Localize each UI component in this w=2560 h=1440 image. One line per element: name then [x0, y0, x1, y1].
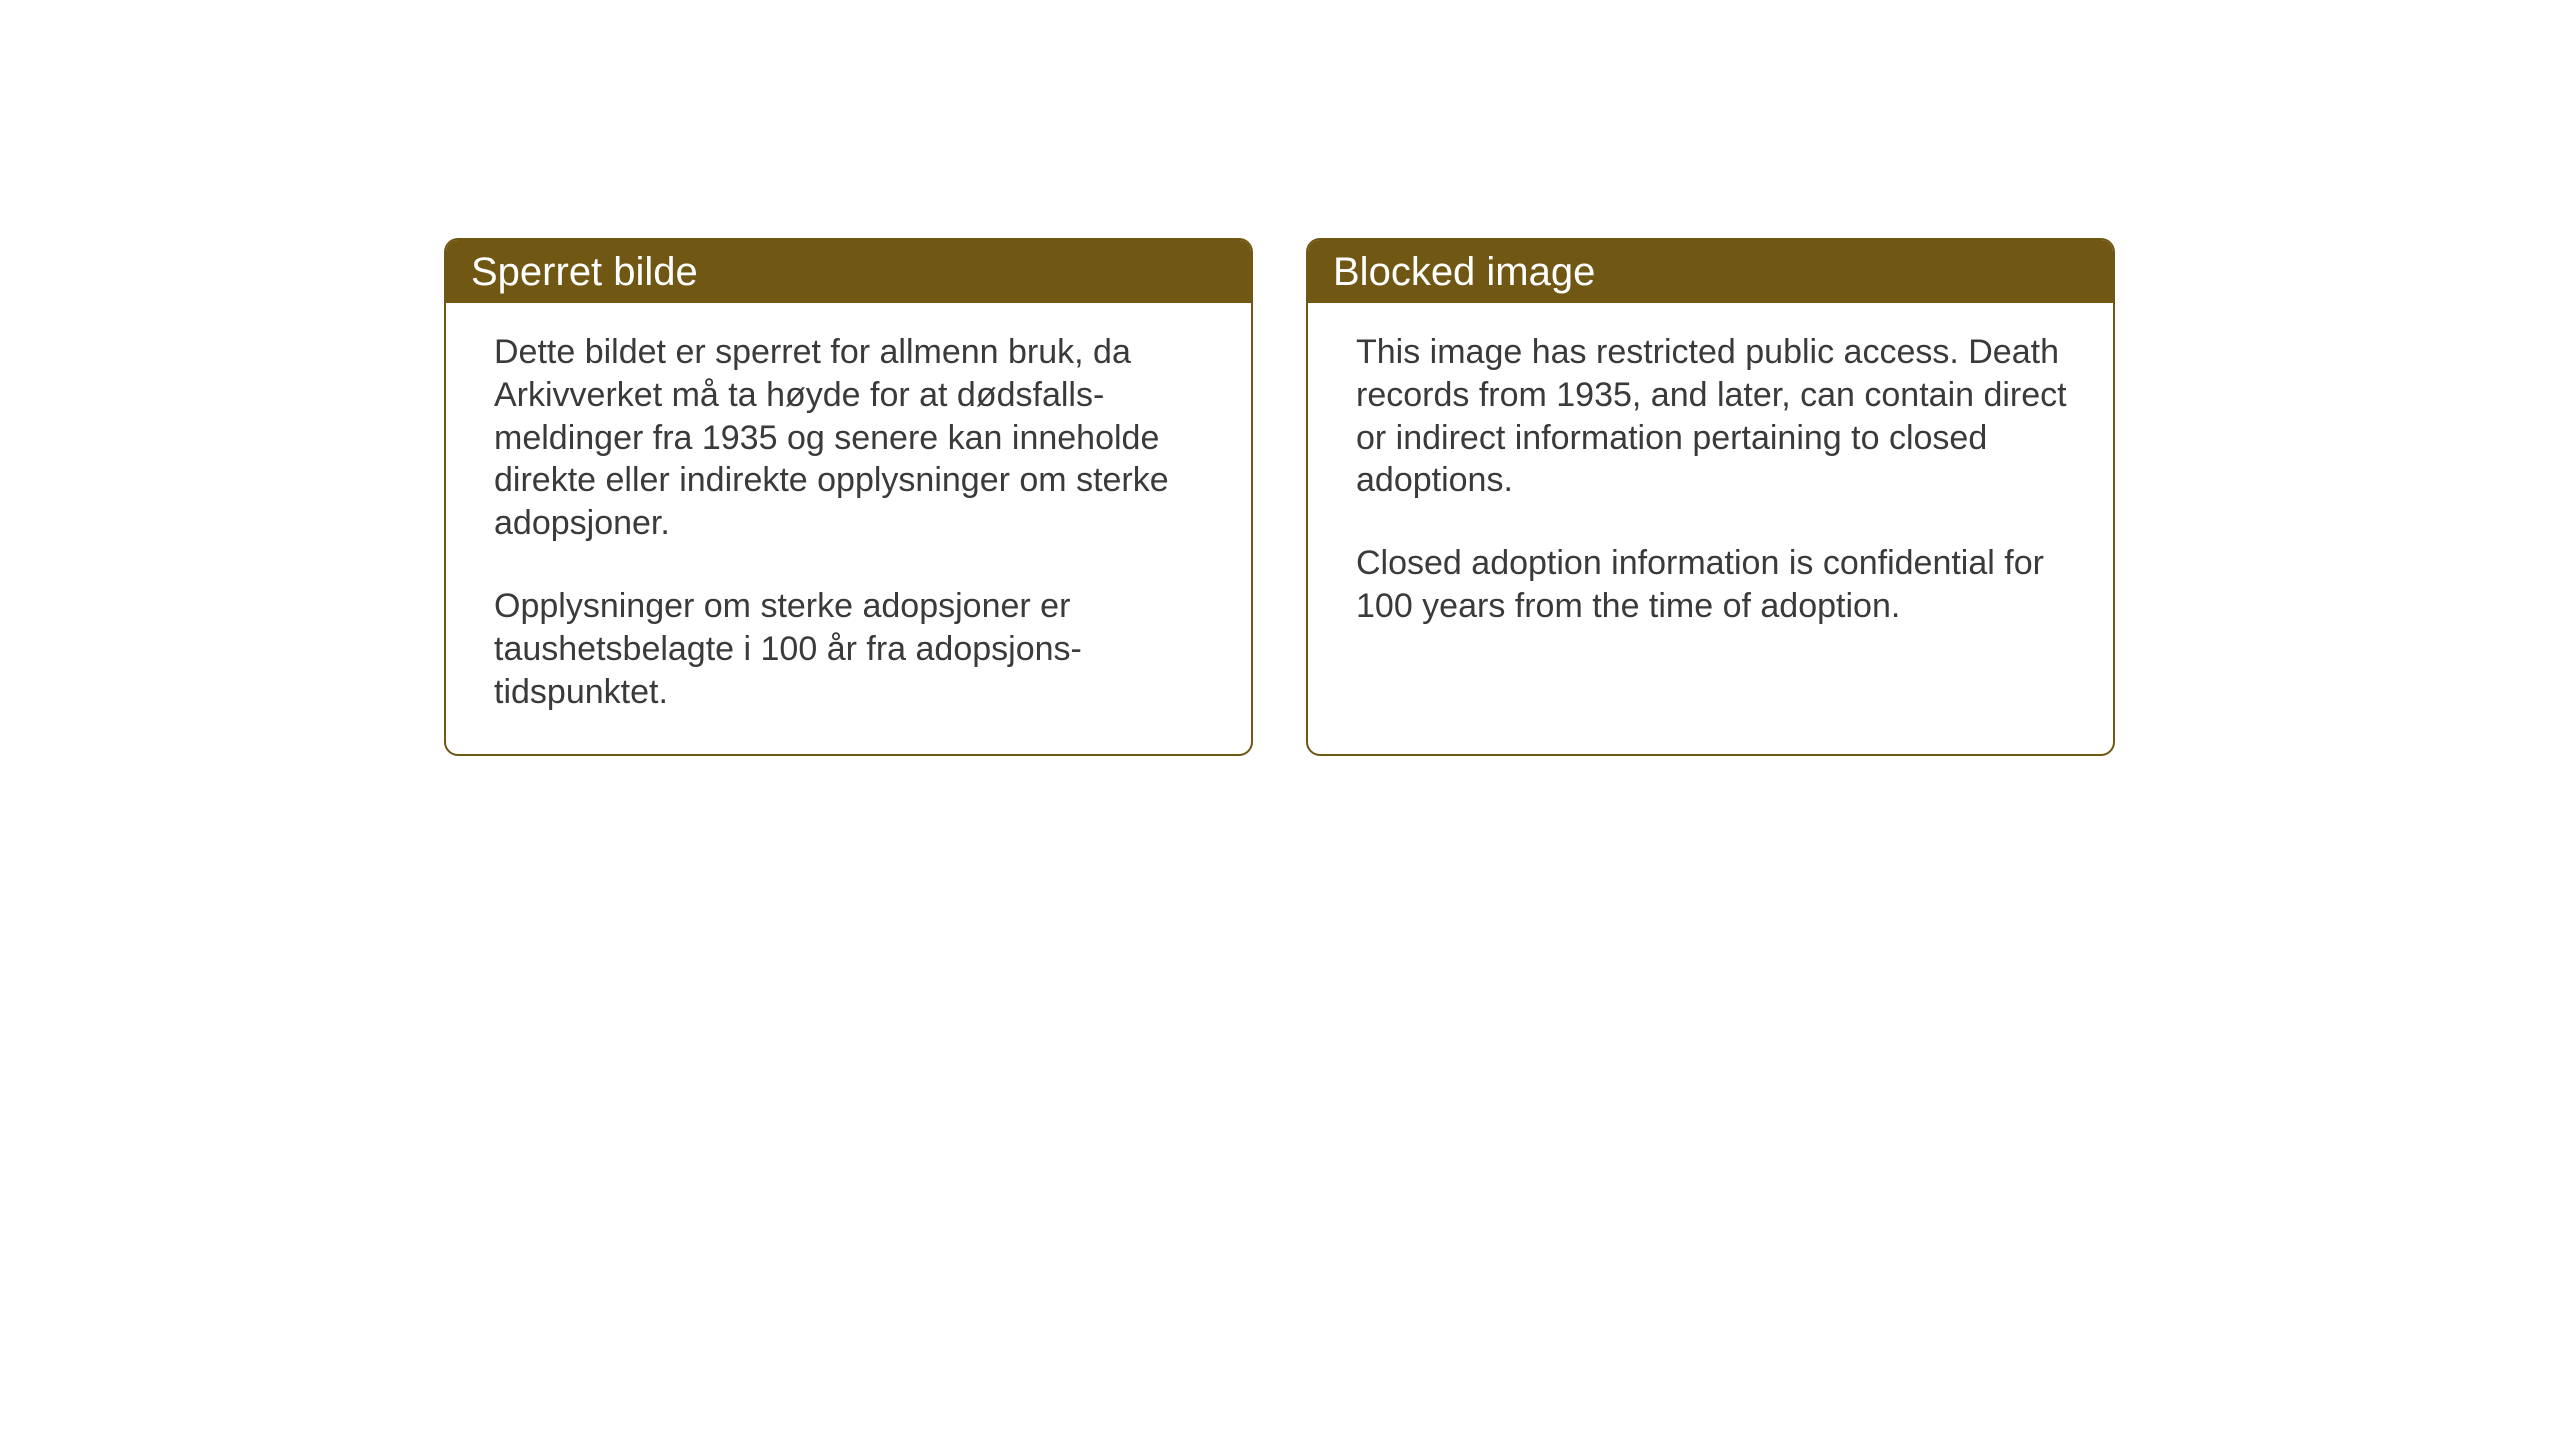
card-body-norwegian: Dette bildet er sperret for allmenn bruk…	[446, 303, 1251, 754]
card-header-english: Blocked image	[1308, 240, 2113, 303]
notice-paragraph-2-norwegian: Opplysninger om sterke adopsjoner er tau…	[494, 585, 1209, 713]
card-header-norwegian: Sperret bilde	[446, 240, 1251, 303]
notice-card-norwegian: Sperret bilde Dette bildet er sperret fo…	[444, 238, 1253, 756]
notice-paragraph-1-english: This image has restricted public access.…	[1356, 331, 2071, 502]
notice-card-english: Blocked image This image has restricted …	[1306, 238, 2115, 756]
notice-paragraph-2-english: Closed adoption information is confident…	[1356, 542, 2071, 628]
card-body-english: This image has restricted public access.…	[1308, 303, 2113, 668]
notice-paragraph-1-norwegian: Dette bildet er sperret for allmenn bruk…	[494, 331, 1209, 545]
cards-container: Sperret bilde Dette bildet er sperret fo…	[0, 0, 2560, 756]
